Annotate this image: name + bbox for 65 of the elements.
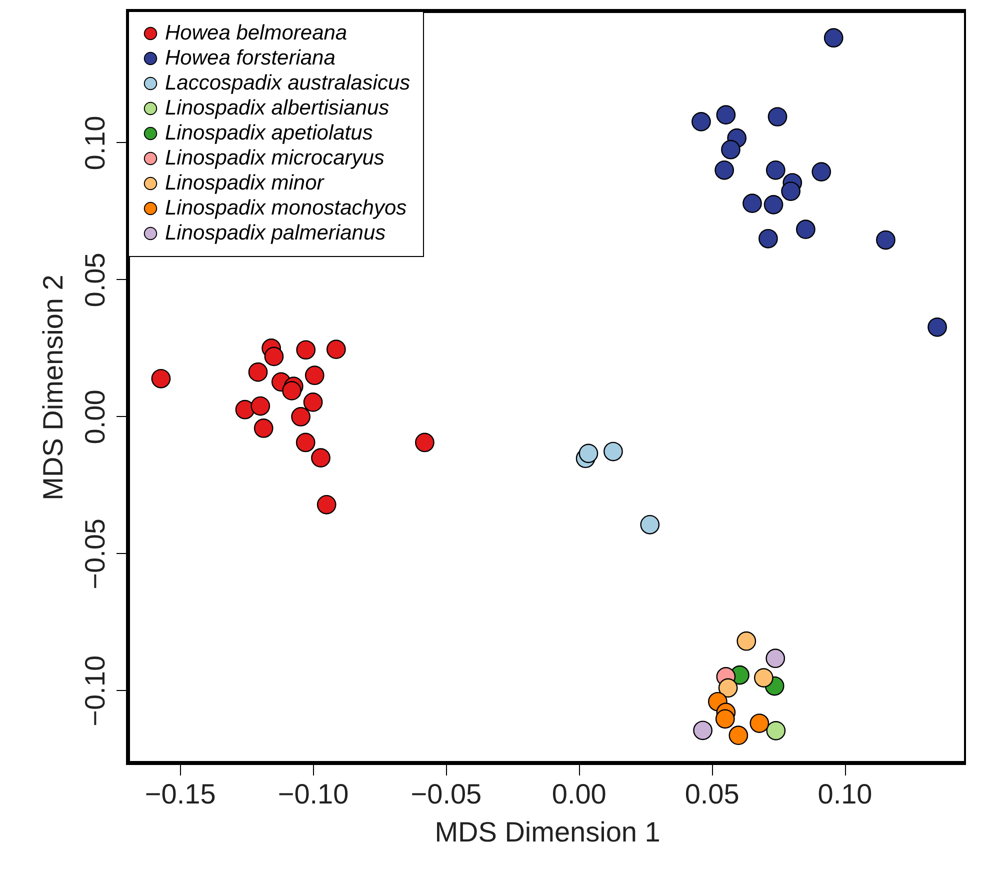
- y-tick-label: 0.05: [80, 252, 110, 308]
- point: [415, 432, 434, 452]
- point: [693, 720, 712, 740]
- point: [812, 162, 832, 182]
- x-tick-label: −0.05: [410, 778, 482, 810]
- point: [316, 495, 336, 514]
- point: [766, 721, 786, 740]
- point: [796, 220, 816, 240]
- point: [296, 432, 316, 452]
- legend-label: Linospadix palmerianus: [165, 222, 386, 244]
- point: [640, 514, 660, 534]
- legend-label: Linospadix albertisianus: [165, 96, 390, 120]
- point: [291, 407, 310, 426]
- y-tick-label: 0.10: [80, 116, 110, 170]
- point: [151, 368, 171, 388]
- y-tick-label: −0.10: [80, 655, 110, 726]
- point: [304, 366, 324, 386]
- point: [264, 346, 284, 366]
- point: [750, 714, 770, 733]
- legend-label: Linospadix minor: [165, 172, 325, 194]
- point: [604, 442, 623, 462]
- x-tick-label: −0.15: [144, 778, 216, 810]
- legend-label: Linospadix microcaryus: [165, 146, 385, 170]
- point: [250, 396, 270, 416]
- x-tick-label: −0.10: [278, 778, 349, 810]
- point: [282, 381, 302, 400]
- point: [714, 160, 734, 180]
- legend-label: Laccospadix australasicus: [165, 72, 411, 94]
- point: [692, 112, 711, 132]
- y-tick-label: −0.05: [80, 518, 110, 590]
- point: [754, 668, 774, 688]
- point: [736, 631, 756, 651]
- legend-label: Howea belmoreana: [165, 22, 348, 44]
- point: [235, 400, 255, 420]
- point: [758, 228, 778, 248]
- legend-label: Howea forsteriana: [165, 46, 336, 70]
- point: [781, 182, 800, 201]
- x-tick-label: 0.00: [552, 778, 606, 810]
- x-tick-label: 0.05: [684, 778, 740, 810]
- point: [254, 418, 274, 438]
- point: [715, 709, 735, 729]
- y-tick-label: 0.00: [80, 390, 110, 444]
- point: [824, 28, 844, 48]
- point: [766, 160, 786, 180]
- point: [928, 317, 947, 337]
- point: [728, 726, 748, 745]
- point: [303, 392, 323, 412]
- point: [578, 444, 598, 464]
- point: [296, 340, 316, 360]
- point: [718, 678, 738, 698]
- point: [742, 194, 762, 213]
- point: [716, 105, 736, 124]
- point: [326, 340, 346, 359]
- point: [768, 107, 788, 126]
- point: [248, 362, 268, 382]
- y-axis-title: MDS Dimension 2: [38, 274, 68, 500]
- legend-label: Linospadix monostachyos: [165, 196, 408, 220]
- legend-label: Linospadix apetiolatus: [165, 122, 374, 144]
- point: [311, 448, 330, 468]
- point: [766, 648, 786, 668]
- point: [764, 195, 784, 214]
- point: [721, 140, 740, 160]
- x-axis-title: MDS Dimension 1: [434, 816, 660, 848]
- x-tick-label: 0.10: [818, 778, 872, 810]
- point: [876, 230, 896, 250]
